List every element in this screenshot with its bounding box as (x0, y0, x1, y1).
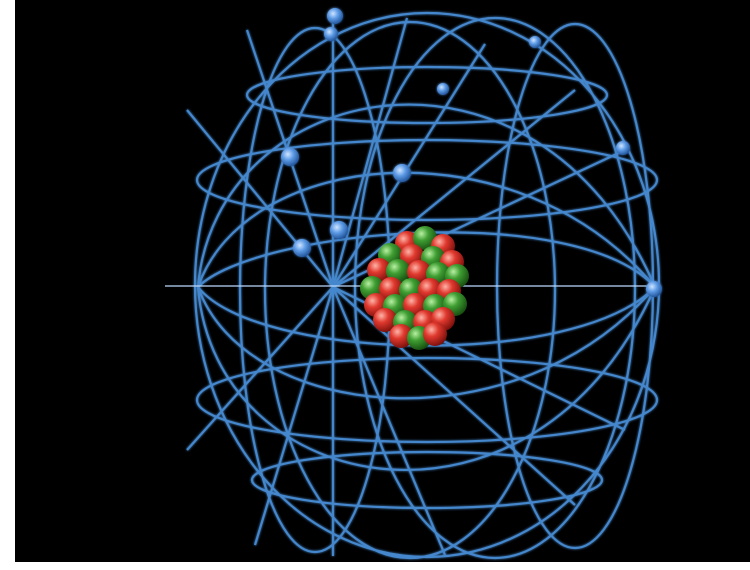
orbit-spoke (253, 286, 335, 546)
orbit-spoke (332, 43, 486, 288)
proton-sphere (423, 322, 447, 346)
neutron-sphere (413, 226, 437, 250)
electron-sphere (330, 221, 348, 239)
orbit-spoke (332, 89, 576, 288)
atom-illustration (165, 8, 662, 560)
orbit-ring (250, 450, 604, 510)
orbit-ring (263, 20, 557, 560)
orbit-ring (195, 356, 659, 444)
electron-sphere (281, 148, 299, 166)
nucleus (360, 226, 469, 350)
electron-sphere (437, 83, 449, 95)
proton-sphere (373, 308, 397, 332)
proton-sphere (389, 324, 413, 348)
orbit-meridian (196, 103, 657, 288)
orbit-ring (195, 138, 659, 222)
electron-sphere (393, 164, 411, 182)
orbit-meridian (196, 286, 657, 471)
electron-sphere (616, 141, 630, 155)
proton-sphere (367, 258, 391, 282)
electron-sphere (327, 8, 343, 24)
orbit-ring (245, 65, 609, 125)
orbit-meridian (196, 286, 656, 400)
electron-sphere (324, 27, 338, 41)
proton-sphere (407, 260, 431, 284)
electron-sphere (646, 281, 662, 297)
orbit-spoke (331, 17, 409, 288)
atom-scene (15, 0, 750, 562)
electron-sphere (529, 36, 541, 48)
orbit-spoke (332, 286, 576, 506)
electron-sphere (293, 239, 311, 257)
orbit-spoke (186, 109, 334, 288)
orbit-meridian (196, 171, 656, 288)
electrons (281, 8, 662, 297)
orbit-spoke (331, 286, 447, 556)
orbit-spoke (186, 286, 334, 451)
neutron-sphere (386, 259, 410, 283)
